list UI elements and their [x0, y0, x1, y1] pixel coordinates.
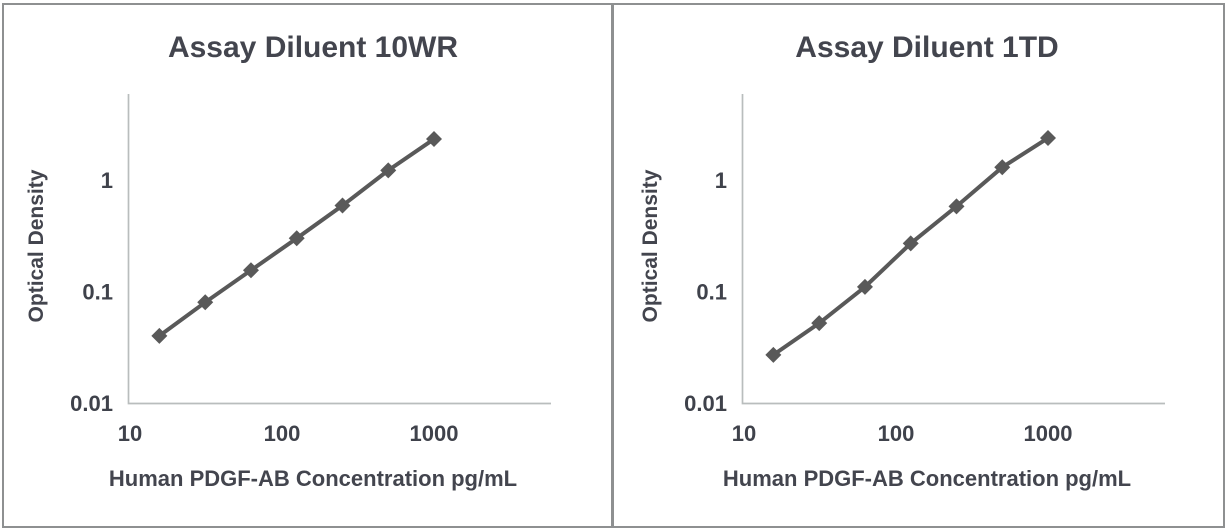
x-axis-title: Human PDGF-AB Concentration pg/mL — [722, 466, 1132, 491]
axis-lines — [741, 94, 1165, 405]
y-tick-label: 1 — [101, 168, 113, 193]
data-point-marker — [197, 294, 214, 311]
x-tick-label: 10 — [732, 421, 756, 446]
x-tick-label: 10 — [118, 421, 142, 446]
x-tick-label: 100 — [264, 421, 301, 446]
data-point-marker — [242, 262, 259, 279]
data-point-marker — [994, 159, 1011, 176]
axis-lines — [127, 94, 551, 405]
plot-area-1td: 10 100 1000 1 0.1 0.01 — [684, 94, 1165, 446]
x-tick-label: 1000 — [1024, 421, 1073, 446]
data-point-marker — [288, 230, 305, 247]
chart-panel-10wr: Assay Diluent 10WR Optical Density 10 100… — [25, 31, 551, 491]
data-point-marker — [334, 197, 351, 214]
data-point-marker — [811, 315, 828, 332]
chart-title: Assay Diluent 1TD — [795, 31, 1059, 64]
y-tick-label: 1 — [715, 168, 727, 193]
y-tick-label: 0.01 — [70, 391, 113, 416]
panel-divider — [611, 3, 614, 528]
data-point-marker — [380, 162, 397, 179]
data-point-marker — [902, 235, 919, 252]
data-point-marker — [765, 346, 782, 363]
x-axis-title: Human PDGF-AB Concentration pg/mL — [108, 466, 518, 491]
data-point-marker — [151, 327, 168, 344]
y-tick-label: 0.1 — [696, 280, 727, 305]
data-point-marker — [856, 278, 873, 295]
y-tick-label: 0.01 — [684, 391, 727, 416]
chart-title: Assay Diluent 10WR — [167, 31, 459, 64]
data-point-marker — [948, 198, 965, 215]
data-point-marker — [426, 131, 442, 148]
y-tick-label: 0.1 — [82, 280, 113, 305]
chart-panel-1td: Assay Diluent 1TD Optical Density 10 100 1… — [614, 0, 1228, 532]
x-tick-label: 1000 — [410, 421, 459, 446]
x-tick-label: 100 — [878, 421, 915, 446]
plot-area-10wr: 10 100 1000 1 0.1 0.01 — [70, 94, 551, 446]
data-point-marker — [1040, 130, 1056, 147]
